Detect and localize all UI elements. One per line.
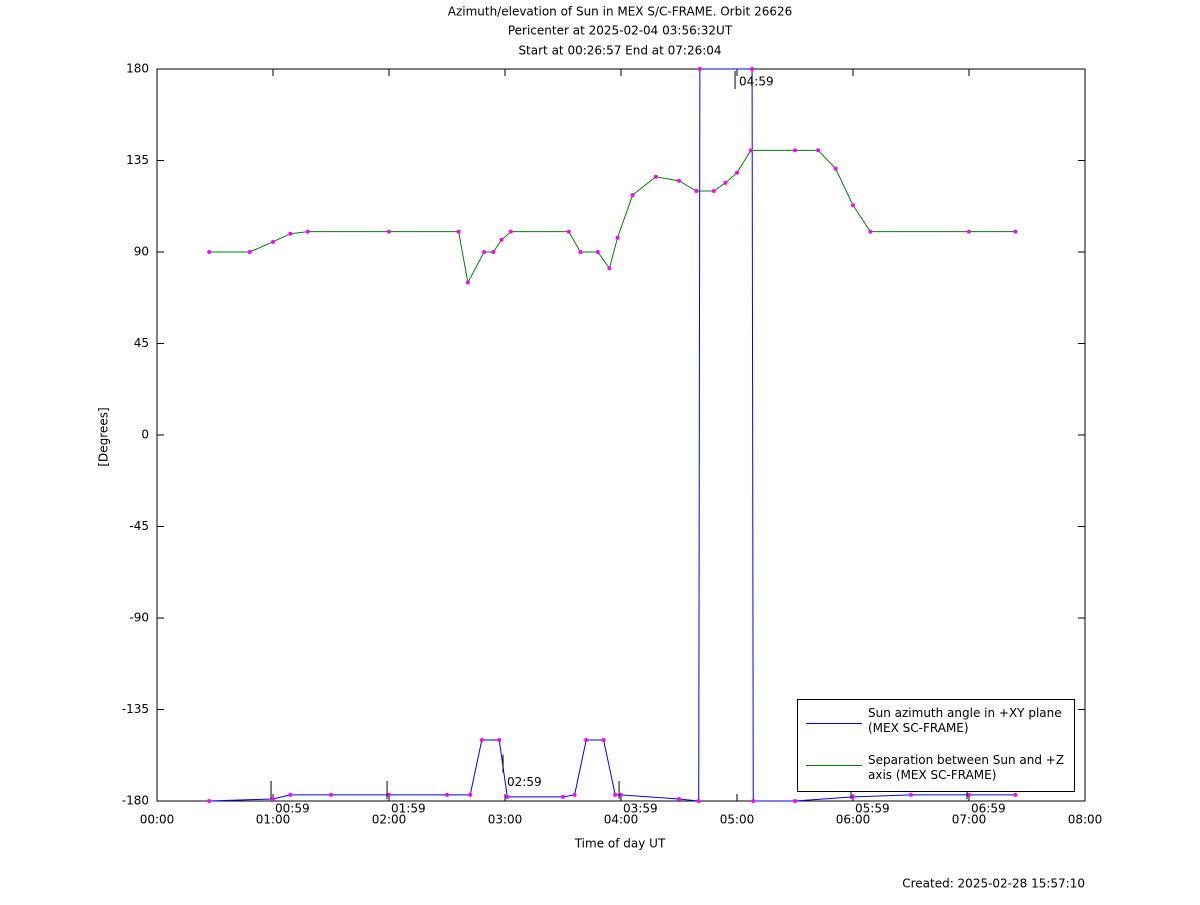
- data-point: [833, 166, 838, 171]
- series-line: [209, 68, 1016, 802]
- chart-title: Azimuth/elevation of Sun in MEX S/C-FRAM…: [448, 5, 793, 19]
- data-point: [207, 799, 212, 803]
- time-marker-label: 00:59: [275, 802, 310, 816]
- data-point: [1013, 792, 1018, 797]
- legend: Sun azimuth angle in +XY plane (MEX SC-F…: [797, 699, 1075, 792]
- data-point: [816, 148, 821, 153]
- data-point: [677, 796, 681, 801]
- x-tick-label: 06:00: [836, 813, 871, 827]
- legend-swatch: [806, 723, 862, 724]
- x-tick-label: 01:00: [256, 813, 291, 827]
- footer: Created: 2025-02-28 15:57:10: [902, 877, 1085, 891]
- data-point: [751, 799, 756, 803]
- data-point: [207, 250, 212, 254]
- x-tick-label: 08:00: [1068, 813, 1103, 827]
- time-marker-label: 04:59: [739, 75, 774, 89]
- data-point: [482, 250, 487, 254]
- data-point: [508, 229, 513, 234]
- y-tick-label: 45: [134, 336, 149, 350]
- data-point: [561, 794, 565, 799]
- y-tick-label: 90: [134, 245, 149, 259]
- data-point: [615, 235, 620, 240]
- data-point: [723, 180, 728, 185]
- data-point: [584, 738, 589, 742]
- plot-frame: [156, 68, 1086, 802]
- data-point: [677, 178, 681, 183]
- data-point: [630, 193, 635, 198]
- data-point: [479, 738, 484, 742]
- data-point: [247, 250, 252, 254]
- data-point: [387, 792, 391, 797]
- data-point: [750, 67, 755, 71]
- data-point: [387, 229, 391, 234]
- subtitle: Pericenter at 2025-02-04 03:56:32UT: [508, 24, 733, 38]
- time-marker-label: 01:59: [391, 802, 426, 816]
- data-point: [909, 792, 913, 797]
- data-point: [305, 229, 310, 234]
- y-tick-label: -45: [129, 519, 149, 533]
- data-point: [456, 229, 461, 234]
- data-point: [288, 231, 293, 236]
- series-line: [209, 149, 1016, 285]
- y-tick-label: -180: [122, 794, 149, 808]
- data-point: [497, 738, 502, 742]
- data-point: [271, 239, 275, 244]
- time-marker-label: 06:59: [971, 802, 1006, 816]
- data-point: [711, 189, 716, 193]
- x-tick-label: 07:00: [952, 813, 987, 827]
- data-point: [851, 794, 855, 799]
- data-point: [1013, 229, 1018, 234]
- time-marker-label: 02:59: [507, 775, 542, 789]
- data-point: [465, 280, 470, 285]
- subtitle: Start at 00:26:57 End at 07:26:04: [518, 44, 721, 58]
- legend-label: Sun azimuth angle in +XY plane (MEX SC-F…: [868, 706, 1062, 735]
- x-tick-label: 02:00: [372, 813, 407, 827]
- data-point: [601, 738, 606, 742]
- data-point: [491, 250, 496, 254]
- y-tick-label: 0: [141, 428, 149, 442]
- x-tick-label: 04:00: [604, 813, 639, 827]
- legend-label: Separation between Sun and +Z axis (MEX …: [868, 753, 1065, 782]
- data-point: [505, 794, 510, 799]
- data-point: [572, 792, 577, 797]
- y-axis-label: [Degrees]: [97, 407, 111, 466]
- data-point: [748, 148, 753, 153]
- data-point: [499, 237, 504, 242]
- data-point: [967, 229, 971, 234]
- data-point: [967, 792, 971, 797]
- time-marker-label: 03:59: [623, 802, 658, 816]
- data-point: [578, 250, 583, 254]
- data-point: [868, 229, 873, 234]
- x-tick-label: 05:00: [720, 813, 755, 827]
- data-point: [445, 792, 449, 797]
- x-axis-label: Time of day UT: [574, 837, 666, 851]
- y-tick-label: 135: [126, 153, 149, 167]
- data-point: [613, 792, 618, 797]
- data-point: [271, 796, 275, 801]
- x-tick-label: 00:00: [140, 813, 175, 827]
- data-point: [329, 792, 333, 797]
- data-point: [653, 174, 658, 179]
- data-point: [793, 148, 797, 153]
- y-tick-label: 180: [126, 62, 149, 76]
- data-point: [288, 792, 293, 797]
- time-marker-label: 05:59: [855, 802, 890, 816]
- data-point: [694, 189, 699, 193]
- data-point: [696, 799, 701, 803]
- data-point: [697, 67, 702, 71]
- data-point: [566, 229, 571, 234]
- data-point: [619, 792, 623, 797]
- data-point: [607, 266, 612, 271]
- data-point: [793, 799, 797, 803]
- x-tick-label: 03:00: [488, 813, 523, 827]
- y-tick-label: -135: [122, 702, 149, 716]
- data-point: [851, 203, 855, 208]
- data-point: [595, 250, 600, 254]
- data-point: [735, 170, 739, 175]
- data-point: [468, 792, 473, 797]
- legend-swatch: [806, 765, 862, 766]
- y-tick-label: -90: [129, 611, 149, 625]
